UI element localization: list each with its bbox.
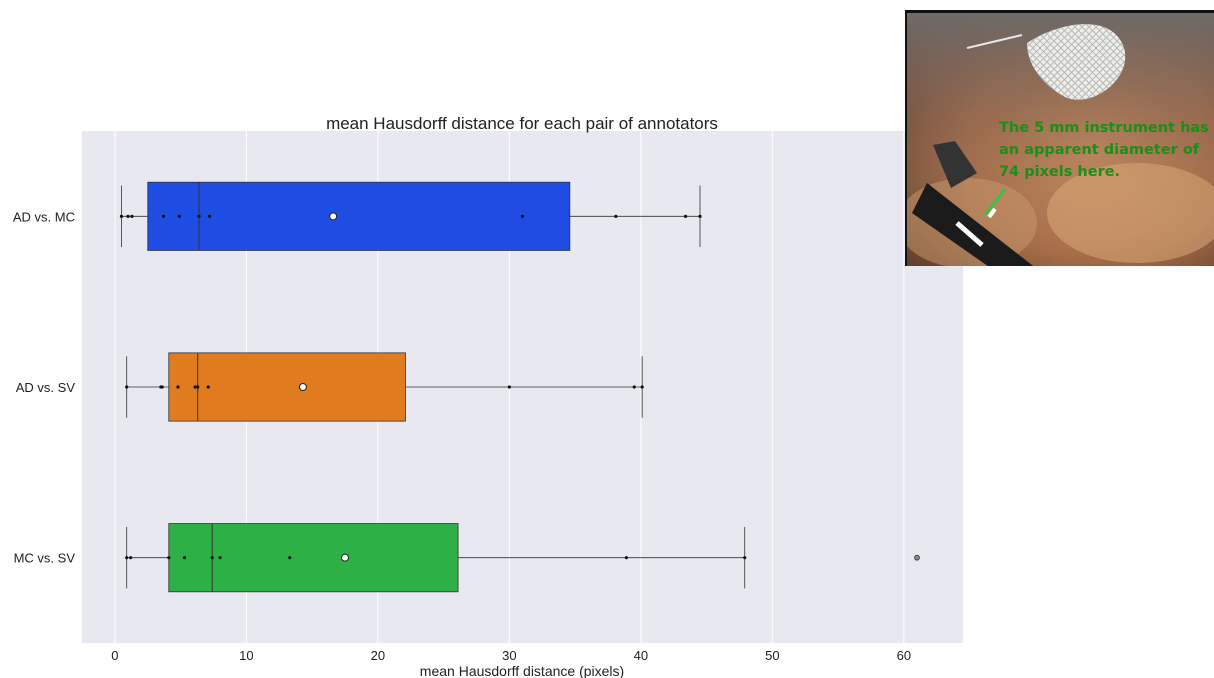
data-point [125, 385, 129, 389]
y-tick-label: AD vs. SV [16, 380, 76, 395]
mean-marker [298, 383, 307, 391]
inset-annotation: The 5 mm instrument has an apparent diam… [999, 120, 1209, 180]
data-point [193, 385, 197, 389]
chart-title: mean Hausdorff distance for each pair of… [326, 114, 718, 133]
x-tick-label: 0 [111, 648, 118, 663]
mean-marker [329, 212, 338, 221]
data-point [167, 556, 171, 560]
data-point [182, 556, 187, 560]
x-tick-label: 60 [897, 648, 911, 663]
gauze-icon [1027, 24, 1126, 100]
box [168, 523, 459, 593]
data-point [743, 556, 747, 560]
data-point [698, 214, 702, 218]
data-point [632, 385, 636, 389]
x-tick-label: 50 [765, 648, 779, 663]
data-point [614, 214, 618, 218]
data-point [624, 556, 628, 560]
x-tick-label: 20 [371, 648, 385, 663]
data-point [288, 556, 292, 560]
data-point [683, 214, 688, 218]
instrument-shaft [912, 183, 1034, 266]
box-group [119, 181, 702, 251]
endoscopic-image-inset: The 5 mm instrument has an apparent diam… [905, 10, 1214, 266]
x-axis-label: mean Hausdorff distance (pixels) [420, 663, 624, 678]
x-tick-label: 30 [502, 648, 516, 663]
surgical-photo [907, 13, 1214, 266]
outlier-point [914, 554, 920, 561]
data-point [176, 385, 180, 389]
box [168, 352, 406, 422]
data-point [210, 556, 214, 560]
box-group [125, 352, 644, 422]
data-point [130, 214, 134, 218]
data-point [161, 214, 166, 218]
data-point [206, 385, 210, 389]
data-point [640, 385, 644, 389]
data-point [196, 385, 200, 389]
box [147, 181, 571, 251]
data-point [197, 214, 201, 218]
data-point [507, 385, 511, 389]
data-point [207, 214, 212, 218]
data-point [129, 556, 133, 560]
mean-marker [340, 553, 349, 562]
instrument-tip [933, 141, 977, 188]
data-point [160, 385, 164, 389]
data-point [520, 214, 525, 218]
box-group [125, 523, 920, 593]
diameter-marker [984, 188, 1006, 216]
data-point [119, 214, 124, 218]
data-point [126, 214, 130, 218]
data-point [218, 556, 222, 560]
x-tick-label: 10 [239, 648, 253, 663]
y-tick-label: MC vs. SV [14, 551, 76, 566]
data-point [177, 214, 181, 218]
x-tick-label: 40 [634, 648, 648, 663]
data-point [125, 556, 129, 560]
y-tick-label: AD vs. MC [13, 209, 75, 224]
